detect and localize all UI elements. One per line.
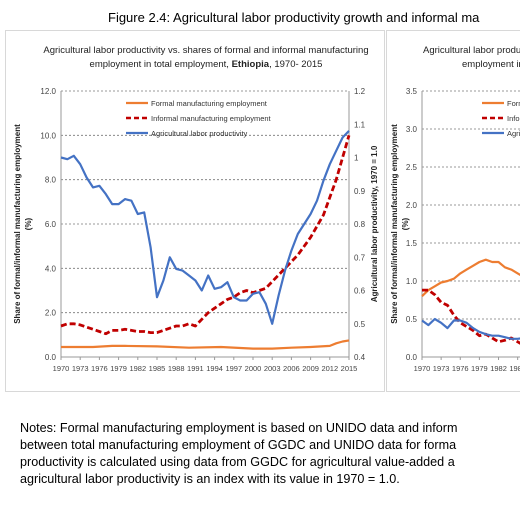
x-tick-label: 1997: [225, 364, 242, 373]
y-axis-title: Share of formal/informal manufacturing e…: [390, 124, 410, 324]
x-tick-label: 2015: [341, 364, 358, 373]
legend-label-formal: Formal manufacturing employment: [151, 99, 268, 108]
y2-tick-label: 0.6: [354, 287, 366, 296]
notes-line: productivity is calculated using data fr…: [20, 455, 455, 469]
x-tick-label: 2006: [283, 364, 300, 373]
x-tick-label: 2000: [245, 364, 262, 373]
legend-label-informal: Informal manufacturing employment: [151, 114, 272, 123]
x-tick-label: 1979: [110, 364, 127, 373]
chart-title-line2: employment in total employment,: [462, 59, 520, 70]
y2-tick-label: 0.8: [354, 220, 366, 229]
y2-tick-label: 1.1: [354, 120, 366, 129]
x-tick-label: 1976: [452, 364, 469, 373]
series-agri-line: [60, 130, 350, 325]
x-tick-label: 1988: [168, 364, 185, 373]
y-tick-label: 0.0: [406, 353, 418, 362]
y-tick-label: 0.5: [406, 315, 418, 324]
legend-label-agri: Agricultural labor productivity: [507, 129, 520, 138]
series-informal-line: [60, 134, 351, 336]
x-tick-label: 2009: [302, 364, 319, 373]
chart-ethiopia-svg: Agricultural labor productivity vs. shar…: [13, 45, 379, 373]
chart-title-line1: Agricultural labor productivity vs. shar…: [43, 45, 368, 56]
y-tick-label: 0.0: [45, 353, 57, 362]
y-tick-label: 12.0: [40, 87, 56, 96]
legend-label-agri: Agricultural labor productivity: [151, 129, 248, 138]
y2-tick-label: 1: [354, 154, 359, 163]
y-tick-label: 8.0: [45, 176, 57, 185]
series-formal-line: [61, 339, 350, 350]
legend-label-informal: Informal manufacturing employment: [507, 114, 520, 123]
y2-tick-label: 0.9: [354, 187, 366, 196]
y2-axis-title: Agricultural labor productivity, 1970 = …: [370, 145, 379, 302]
x-tick-label: 1991: [187, 364, 204, 373]
x-tick-label: 1976: [91, 364, 108, 373]
chart-second-country: Agricultural labor productivity vs. shar…: [386, 30, 520, 392]
chart-second-country-svg: Agricultural labor productivity vs. shar…: [390, 45, 520, 373]
chart-title-line1: Agricultural labor productivity vs. shar…: [423, 45, 520, 56]
x-tick-label: 1973: [433, 364, 450, 373]
x-tick-label: 1970: [414, 364, 431, 373]
chart-title-line2: employment in total employment, Ethiopia…: [90, 59, 323, 70]
x-tick-label: 1994: [206, 364, 223, 373]
y-tick-label: 4.0: [45, 264, 57, 273]
legend-label-formal: Formal manufacturing employment: [507, 99, 520, 108]
y-axis-title: Share of formal/informal manufacturing e…: [13, 124, 33, 324]
notes-line: Notes: Formal manufacturing employment i…: [20, 421, 458, 435]
y2-tick-label: 0.4: [354, 353, 366, 362]
y-tick-label: 10.0: [40, 131, 56, 140]
figure-notes: Notes: Formal manufacturing employment i…: [20, 420, 520, 488]
x-tick-label: 1982: [129, 364, 146, 373]
y-tick-label: 6.0: [45, 220, 57, 229]
x-tick-label: 1979: [471, 364, 488, 373]
series-informal-line: [422, 288, 520, 345]
x-tick-label: 2003: [264, 364, 281, 373]
y2-tick-label: 0.7: [354, 253, 366, 262]
y2-tick-label: 0.5: [354, 320, 366, 329]
y2-tick-label: 1.2: [354, 87, 366, 96]
x-tick-label: 1985: [149, 364, 166, 373]
x-tick-label: 1973: [72, 364, 89, 373]
x-tick-label: 2012: [321, 364, 338, 373]
x-tick-label: 1985: [509, 364, 520, 373]
y-tick-label: 3.5: [406, 87, 418, 96]
y-tick-label: 2.5: [406, 163, 418, 172]
x-tick-label: 1970: [53, 364, 70, 373]
x-tick-label: 1982: [490, 364, 507, 373]
y-tick-label: 1.0: [406, 277, 418, 286]
series-formal-line: [421, 258, 520, 297]
y-tick-label: 1.5: [406, 239, 418, 248]
series-agri-line: [421, 317, 520, 340]
notes-line: agricultural labor productivity is an in…: [20, 472, 400, 486]
y-tick-label: 3.0: [406, 125, 418, 134]
y-tick-label: 2.0: [45, 309, 57, 318]
y-tick-label: 2.0: [406, 201, 418, 210]
figure-title: Figure 2.4: Agricultural labor productiv…: [108, 10, 480, 25]
notes-line: between total manufacturing employment o…: [20, 438, 457, 452]
chart-ethiopia: Agricultural labor productivity vs. shar…: [5, 30, 385, 392]
